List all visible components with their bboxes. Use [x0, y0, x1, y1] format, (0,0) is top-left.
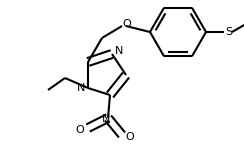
Text: N: N — [115, 46, 123, 56]
Text: S: S — [225, 27, 233, 37]
Text: N: N — [77, 83, 85, 93]
Text: O: O — [126, 132, 134, 142]
Text: N: N — [102, 114, 110, 124]
Text: O: O — [76, 125, 84, 135]
Text: O: O — [123, 19, 131, 29]
